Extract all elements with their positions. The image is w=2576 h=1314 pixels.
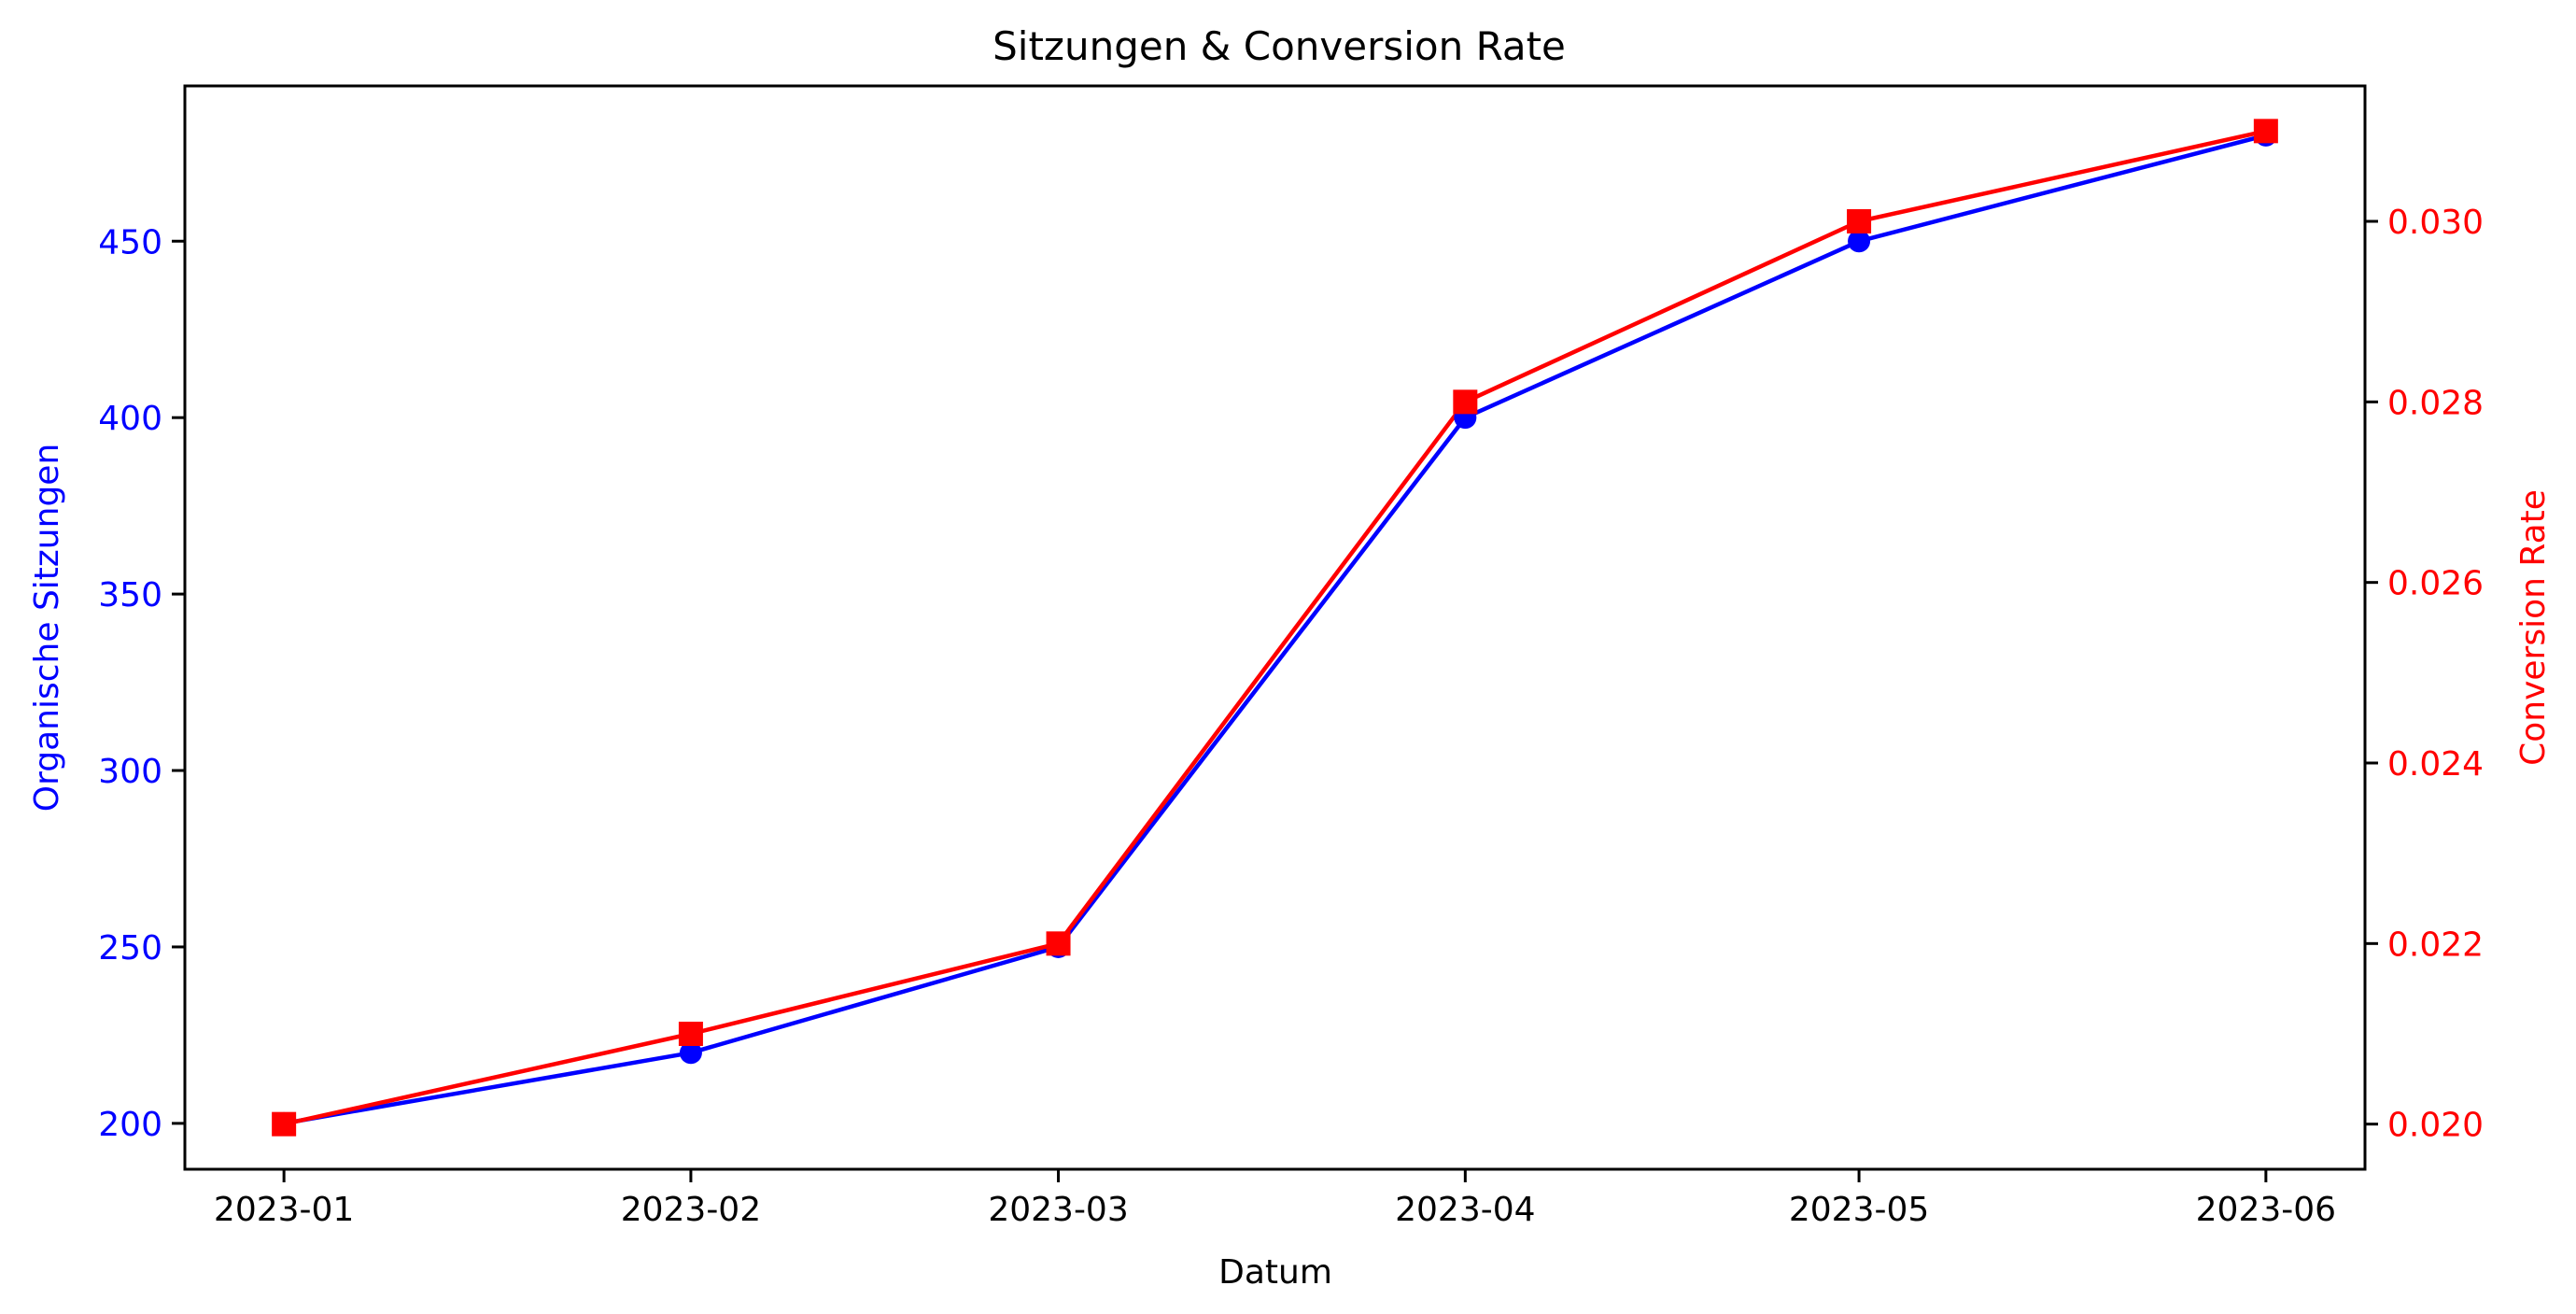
chart-title: Sitzungen & Conversion Rate	[992, 23, 1566, 69]
x-tick-label: 2023-01	[214, 1191, 354, 1229]
series-2-point	[2253, 119, 2278, 144]
y-axis-right-label: Conversion Rate	[2514, 489, 2553, 766]
x-axis-label: Datum	[1218, 1253, 1332, 1292]
y-left-tick-label: 350	[98, 576, 162, 615]
y-left-tick-label: 300	[98, 753, 162, 791]
series-markers	[272, 119, 2278, 1137]
y-right-tick-label: 0.030	[2387, 204, 2484, 242]
y-left-tick-label: 250	[98, 929, 162, 968]
x-tick-label: 2023-02	[621, 1191, 761, 1229]
series-1-point	[1848, 230, 1871, 253]
y-left-tick-label: 450	[98, 223, 162, 261]
y-axis-left-label: Organische Sitzungen	[28, 444, 66, 812]
series-lines	[283, 129, 2267, 1126]
y-left-tick-label: 400	[98, 400, 162, 438]
y-right-tick-label: 0.024	[2387, 745, 2484, 784]
y-right-tick-label: 0.026	[2387, 565, 2484, 603]
series-2-line	[283, 129, 2267, 1126]
series-1-line	[283, 133, 2267, 1126]
x-tick-label: 2023-03	[988, 1191, 1128, 1229]
series-2-point	[272, 1111, 297, 1137]
y-right-tick-label: 0.022	[2387, 925, 2484, 964]
series-2-point	[1046, 931, 1071, 956]
y-right-tick-label: 0.028	[2387, 384, 2484, 422]
x-axis: 2023-01 2023-02 2023-03 2023-04 2023-05 2023-…	[214, 1169, 2336, 1229]
x-tick-label: 2023-06	[2196, 1191, 2336, 1229]
x-tick-label: 2023-05	[1789, 1191, 1929, 1229]
plot-frame	[183, 84, 2367, 1171]
series-2-point	[1847, 209, 1872, 233]
x-tick-label: 2023-04	[1395, 1191, 1535, 1229]
y-right-tick-label: 0.020	[2387, 1107, 2484, 1145]
y-axis-left: 200 250 300 350 400 450	[98, 223, 185, 1144]
series-1-point	[679, 1041, 702, 1065]
series-2-point	[678, 1022, 703, 1046]
y-axis-right: 0.020 0.022 0.024 0.026 0.028 0.030	[2365, 204, 2484, 1145]
y-left-tick-label: 200	[98, 1106, 162, 1144]
series-2-point	[1453, 389, 1478, 415]
